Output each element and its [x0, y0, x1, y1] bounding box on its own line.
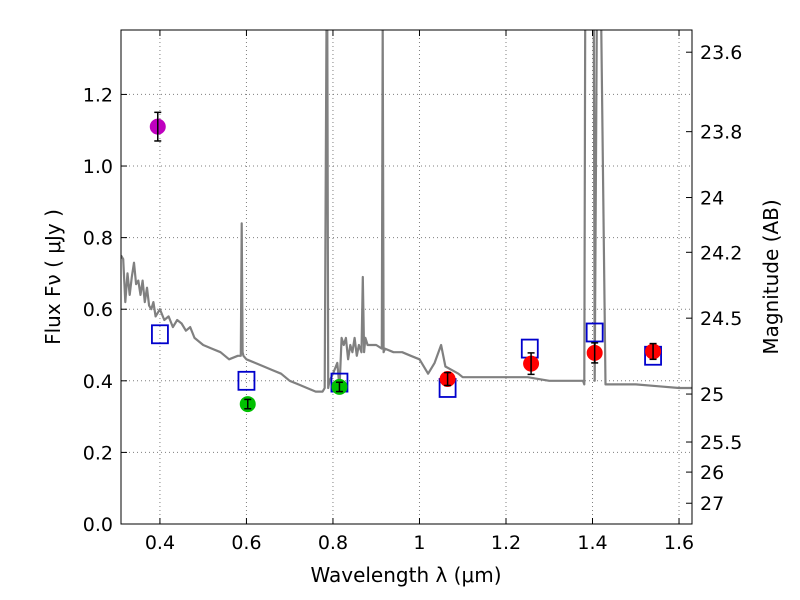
mag-tick-label: 25.5 — [700, 432, 742, 454]
y-tick-label: 0.8 — [83, 228, 113, 250]
model-photometry-square — [237, 370, 256, 391]
mag-tick-label: 24 — [700, 188, 724, 210]
mag-tick-label: 25 — [700, 384, 724, 406]
x-tick-label: 0.8 — [318, 532, 348, 554]
x-tick-label: 1 — [413, 532, 425, 554]
mag-tick-label: 24.5 — [700, 308, 742, 330]
x-tick-label: 0.4 — [145, 532, 175, 554]
mag-tick-label: 23.6 — [700, 42, 742, 64]
y-tick-label: 0.0 — [83, 514, 113, 536]
model-photometry-square — [585, 322, 604, 343]
points-layer — [149, 111, 662, 413]
y-axis-label: Flux Fν ( μJy ) — [41, 209, 65, 345]
mag-tick-label: 24.2 — [700, 242, 742, 264]
plot-background — [121, 30, 692, 524]
y-tick-label: 0.6 — [83, 299, 113, 321]
sed-model-line — [121, 30, 692, 393]
y-tick-label: 0.4 — [83, 371, 113, 393]
data-layer — [121, 30, 692, 393]
x-tick-label: 0.6 — [231, 532, 261, 554]
x-axis-label: Wavelength λ (μm) — [310, 563, 501, 587]
mag-tick-label: 23.8 — [700, 122, 742, 144]
y-axis-label-right: Magnitude (AB) — [759, 199, 783, 354]
x-tick-label: 1.4 — [577, 532, 607, 554]
plot-frame — [120, 29, 693, 525]
x-tick-label: 1.6 — [664, 532, 694, 554]
y-tick-label: 0.2 — [83, 442, 113, 464]
mag-tick-label: 27 — [700, 493, 724, 515]
y-tick-label: 1.0 — [83, 156, 113, 178]
ticks: 0.4 0.6 0.8 1 1.2 1.4 1.6 0.0 0.2 0.4 0.6 0.8 1.0 1.2… — [83, 30, 742, 554]
x-tick-label: 1.2 — [491, 532, 521, 554]
y-tick-label: 1.2 — [83, 84, 113, 106]
mag-tick-label: 26 — [700, 462, 724, 484]
model-photometry-square — [151, 324, 169, 345]
